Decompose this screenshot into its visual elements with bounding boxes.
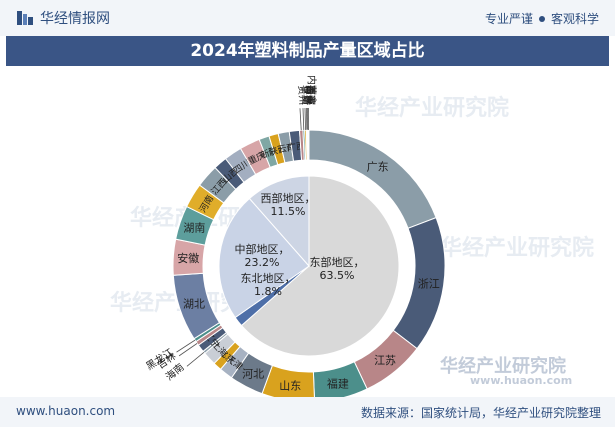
- inner-slice-value: 1.8%: [254, 285, 282, 298]
- inner-slice-value: 11.5%: [271, 205, 306, 218]
- outer-slice-label: 宁夏: [299, 85, 313, 105]
- leader-line: [299, 108, 302, 131]
- watermark-url-bottom: www.huaon.com: [470, 374, 573, 387]
- brand: 华经情报网: [16, 8, 110, 28]
- inner-slice: [240, 175, 400, 357]
- outer-slice-label: 江苏: [374, 354, 396, 367]
- inner-slice-name: 东北地区，: [241, 272, 296, 285]
- huajing-logo-icon: [17, 11, 33, 25]
- leader-line: [304, 108, 306, 131]
- outer-slice-label: 湖南: [183, 221, 205, 234]
- leader-line: [302, 108, 305, 131]
- inner-slice-value: 63.5%: [320, 269, 355, 282]
- inner-slice: [248, 175, 310, 268]
- inner-slice-name: 中部地区，: [235, 242, 290, 256]
- leader-line: [186, 352, 205, 367]
- website-link[interactable]: www.huaon.com: [16, 404, 116, 418]
- data-source: 数据来源：国家统计局，华经产业研究院整理: [360, 406, 601, 420]
- outer-slice-label: 安徽: [177, 251, 199, 265]
- outer-slice-label: 青海: [303, 85, 316, 105]
- top-bar: 华经情报网 专业严谨 客观科学: [0, 0, 615, 36]
- separator-dot-icon: [538, 15, 545, 22]
- outer-slice-label: 湖北: [183, 298, 205, 311]
- footer: www.huaon.com 数据来源：国家统计局，华经产业研究院整理: [0, 397, 615, 427]
- outer-slice-label: 山东: [279, 380, 301, 393]
- tagline-left: 专业严谨: [484, 12, 533, 26]
- leader-line: [178, 343, 198, 357]
- watermark-text: 华经产业研究院: [440, 236, 595, 261]
- outer-slice-label: 河北: [242, 367, 264, 380]
- outer-slice-label: 甘肃: [301, 85, 315, 105]
- outer-slice-label: 内蒙古: [305, 75, 318, 105]
- inner-slice-name: 东部地区，: [310, 255, 365, 269]
- watermark-text: 华经产业研究院: [355, 96, 510, 121]
- donut-chart: 东部地区，63.5% 东北地区，1.8% 中部地区，23.2% 西部地区，11.5% 广…: [143, 75, 446, 397]
- tagline-right: 客观科学: [550, 12, 599, 26]
- inner-slice-value: 23.2%: [245, 256, 280, 269]
- leader-line: [176, 339, 196, 353]
- chart-title: 2024年塑料制品产量区域占比: [6, 36, 609, 66]
- outer-slice-label: 广东: [367, 160, 389, 173]
- outer-slice-label: 西藏: [304, 85, 316, 105]
- outer-slice: [307, 129, 310, 161]
- brand-name: 华经情报网: [40, 11, 110, 27]
- inner-slice: [218, 197, 310, 319]
- tagline: 专业严谨 客观科学: [485, 10, 599, 27]
- inner-slice-name: 西部地区，: [261, 191, 316, 205]
- outer-slice-label: 浙江: [418, 277, 440, 290]
- watermark-brand-bottom: 华经产业研究院: [440, 356, 566, 377]
- outer-slice-label: 福建: [327, 376, 349, 390]
- outer-slice-label: 贵州: [296, 85, 310, 106]
